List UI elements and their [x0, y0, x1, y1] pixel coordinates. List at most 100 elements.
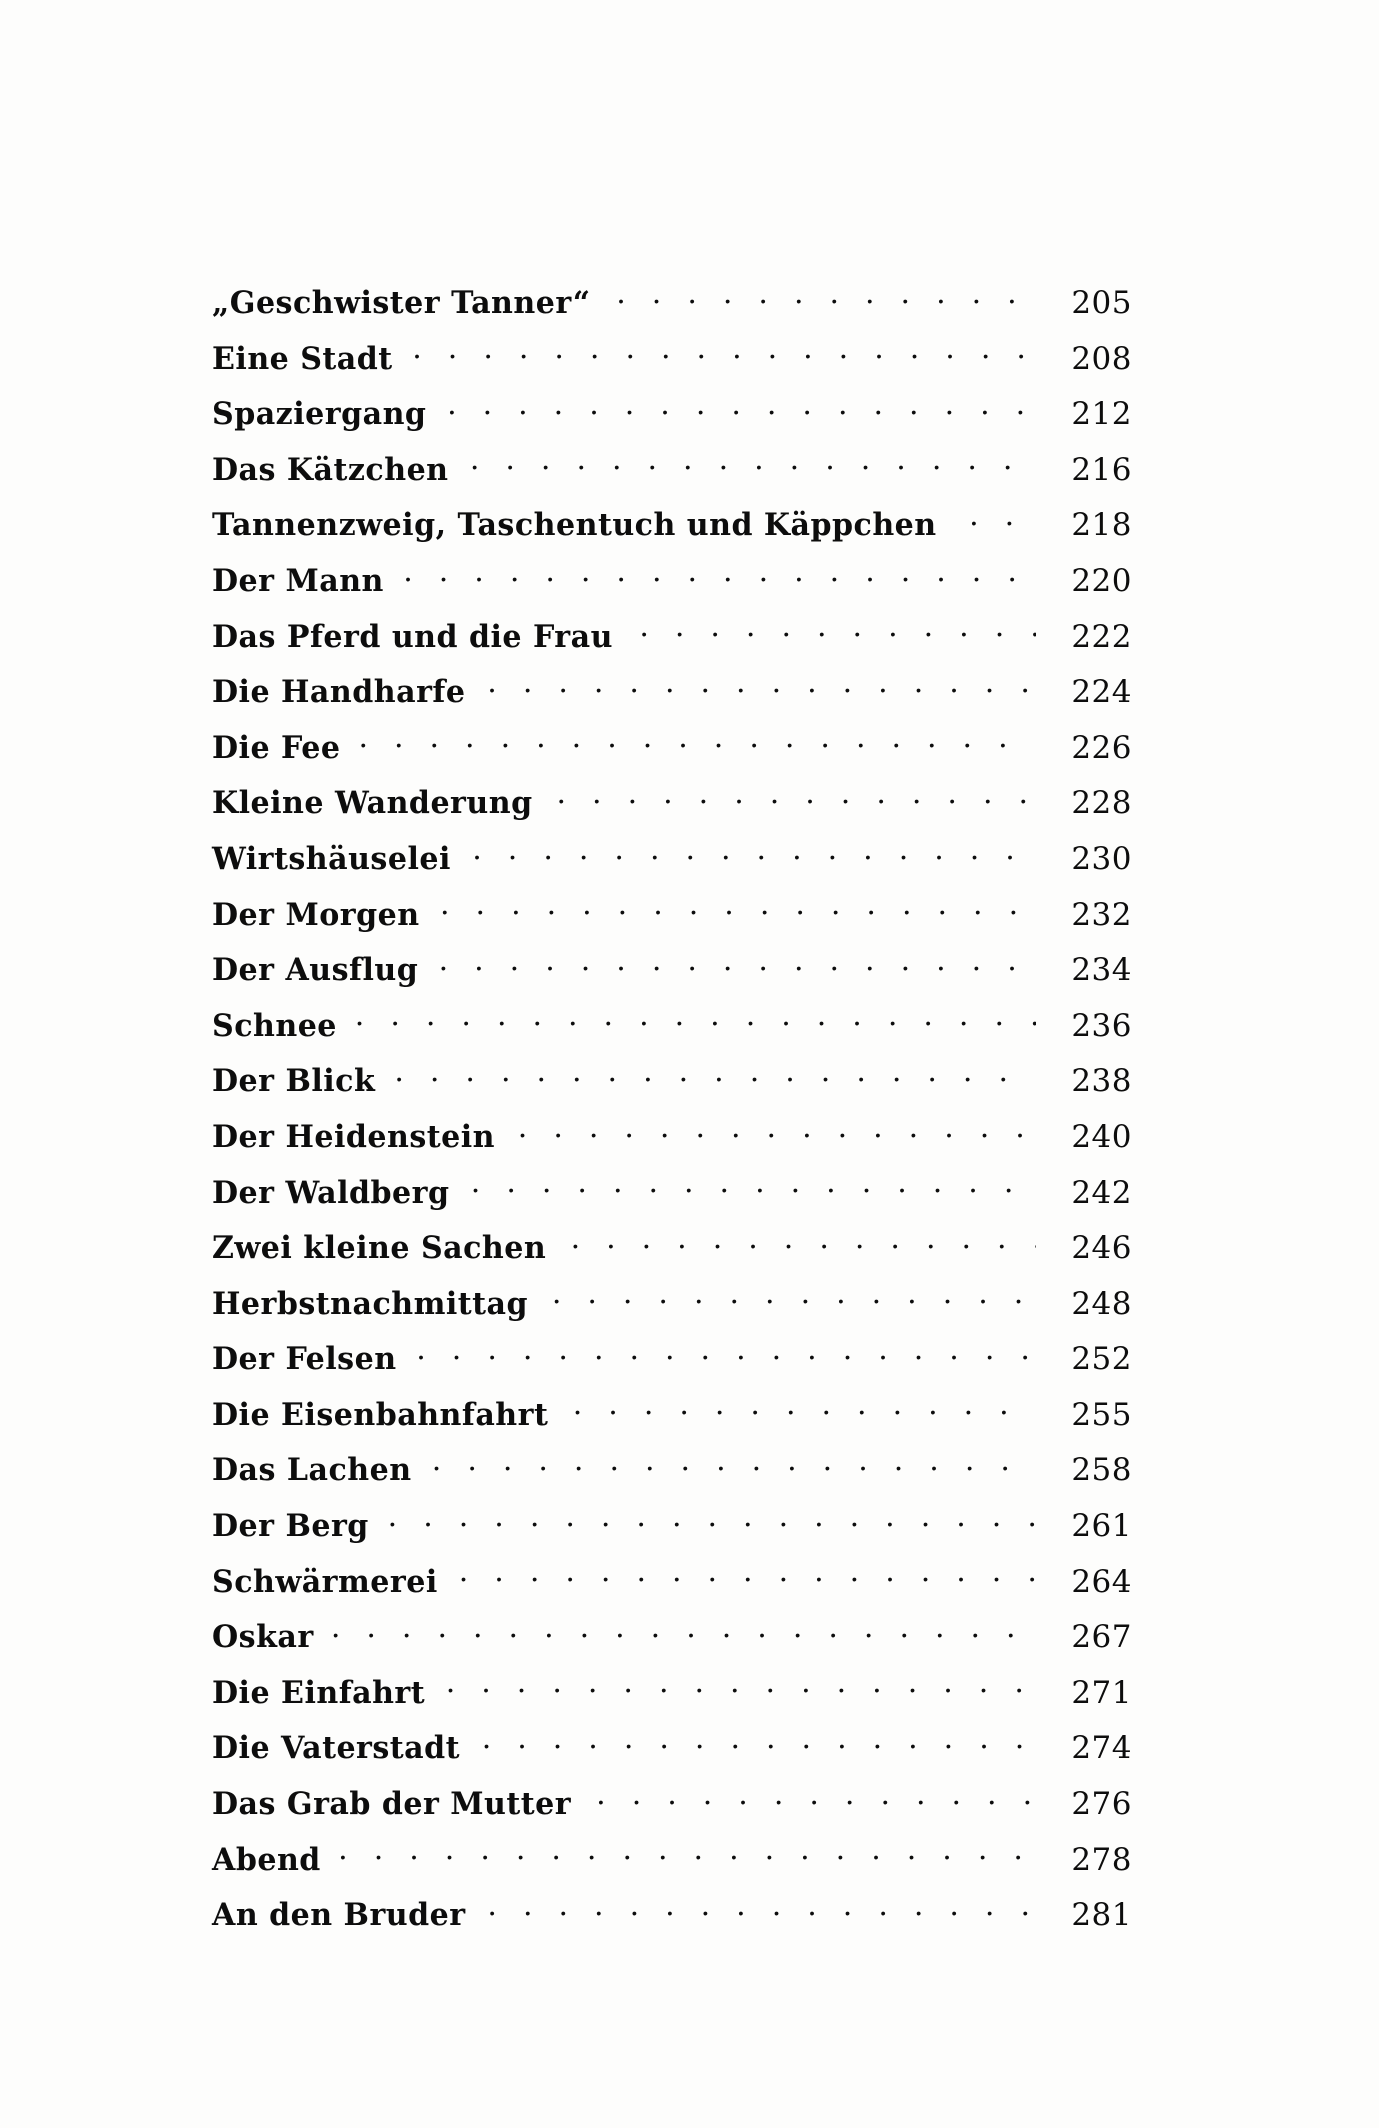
toc-entry-title: Der Berg [212, 1508, 369, 1545]
toc-entry-page-number: 258 [1071, 1452, 1132, 1489]
toc-entry-page-number: 246 [1071, 1230, 1132, 1267]
toc-entry-title: Die Handharfe [212, 674, 466, 711]
toc-entry-page-number: 281 [1071, 1897, 1132, 1934]
toc-entry[interactable]: Das Grab der Mutter 276 [212, 1786, 1132, 1842]
toc-entry[interactable]: Das Pferd und die Frau 222 [212, 619, 1132, 675]
toc-entry-title: Die Vaterstadt [212, 1730, 461, 1767]
toc-entry-page-number: 240 [1071, 1118, 1132, 1155]
dot-leader [440, 909, 1036, 925]
toc-entry[interactable]: Der Berg 261 [212, 1508, 1132, 1564]
dot-leader [639, 631, 1036, 647]
toc-entry-title: Der Heidenstein [212, 1118, 496, 1155]
toc-entry-page-number: 230 [1071, 840, 1132, 877]
toc-entry-title: Der Morgen [212, 896, 420, 933]
dot-leader [557, 797, 1036, 813]
toc-entry-page-number: 212 [1071, 396, 1132, 433]
toc-entry[interactable]: Die Handharfe 224 [212, 674, 1132, 730]
toc-entry-title: Oskar [212, 1619, 314, 1656]
toc-entry-page-number: 267 [1071, 1619, 1132, 1656]
dot-leader [338, 1854, 1036, 1870]
dot-leader [459, 1576, 1036, 1592]
toc-entry-page-number: 208 [1071, 340, 1132, 377]
dot-leader [573, 1409, 1036, 1425]
toc-entry-page-number: 216 [1071, 451, 1132, 488]
toc-entry[interactable]: Kleine Wanderung 228 [212, 785, 1132, 841]
toc-entry-page-number: 242 [1071, 1174, 1132, 1211]
toc-entry[interactable]: Schwärmerei 264 [212, 1564, 1132, 1620]
toc-entry[interactable]: Der Mann 220 [212, 563, 1132, 619]
toc-entry-title: Spaziergang [212, 396, 427, 433]
toc-entry-title: Schnee [212, 1007, 337, 1044]
toc-entry-title: Schwärmerei [212, 1563, 438, 1600]
toc-entry[interactable]: Die Eisenbahnfahrt 255 [212, 1397, 1132, 1453]
toc-entry-title: Wirtshäuselei [212, 840, 451, 877]
toc-entry-title: Der Ausflug [212, 952, 419, 989]
toc-entry[interactable]: Der Morgen 232 [212, 897, 1132, 953]
toc-entry-title: Die Einfahrt [212, 1674, 426, 1711]
table-of-contents-list: „Geschwister Tanner“ 205 Eine Stadt 208 Spaz… [212, 285, 1132, 1953]
dot-leader [416, 1353, 1036, 1369]
dot-leader [447, 408, 1036, 424]
dot-leader [596, 1798, 1036, 1814]
toc-entry[interactable]: Der Heidenstein 240 [212, 1119, 1132, 1175]
toc-entry[interactable]: Abend 278 [212, 1842, 1132, 1898]
toc-entry[interactable]: Die Einfahrt 271 [212, 1675, 1132, 1731]
toc-entry-page-number: 218 [1071, 507, 1132, 544]
dot-leader [355, 1020, 1036, 1036]
toc-entry[interactable]: An den Bruder 281 [212, 1897, 1132, 1953]
dot-leader [446, 1687, 1036, 1703]
toc-entry[interactable]: Zwei kleine Sachen 246 [212, 1230, 1132, 1286]
dot-leader [358, 742, 1036, 758]
toc-entry-page-number: 228 [1071, 785, 1132, 822]
dot-leader [394, 1075, 1036, 1091]
toc-entry-title: Die Fee [212, 729, 341, 766]
toc-entry-page-number: 274 [1071, 1730, 1132, 1767]
toc-entry[interactable]: Oskar 267 [212, 1619, 1132, 1675]
toc-entry-title: Das Kätzchen [212, 451, 449, 488]
toc-entry[interactable]: Die Vaterstadt 274 [212, 1730, 1132, 1786]
toc-entry[interactable]: Das Kätzchen 216 [212, 452, 1132, 508]
toc-entry-title: Das Grab der Mutter [212, 1786, 572, 1823]
dot-leader [403, 575, 1036, 591]
toc-entry[interactable]: Der Felsen 252 [212, 1341, 1132, 1397]
toc-entry[interactable]: Eine Stadt 208 [212, 341, 1132, 397]
toc-entry-page-number: 238 [1071, 1063, 1132, 1100]
toc-entry[interactable]: Wirtshäuselei 230 [212, 841, 1132, 897]
toc-entry-page-number: 278 [1071, 1841, 1132, 1878]
toc-entry-title: Das Pferd und die Frau [212, 618, 613, 655]
toc-entry-page-number: 236 [1071, 1007, 1132, 1044]
toc-entry-title: Eine Stadt [212, 340, 393, 377]
toc-entry-title: Die Eisenbahnfahrt [212, 1396, 549, 1433]
toc-entry-page-number: 234 [1071, 952, 1132, 989]
toc-entry-title: Herbstnachmittag [212, 1285, 529, 1322]
toc-entry[interactable]: Der Blick 238 [212, 1063, 1132, 1119]
toc-entry[interactable]: „Geschwister Tanner“ 205 [212, 285, 1132, 341]
dot-leader [412, 353, 1036, 369]
toc-entry[interactable]: Schnee 236 [212, 1008, 1132, 1064]
dot-leader [969, 519, 1038, 535]
toc-entry-title: Der Waldberg [212, 1174, 450, 1211]
dot-leader [470, 464, 1036, 480]
dot-leader [571, 1242, 1036, 1258]
toc-entry-title: Abend [212, 1841, 321, 1878]
toc-entry-title: An den Bruder [212, 1897, 466, 1934]
toc-entry[interactable]: Herbstnachmittag 248 [212, 1286, 1132, 1342]
toc-entry-page-number: 261 [1071, 1508, 1132, 1545]
toc-entry[interactable]: Der Waldberg 242 [212, 1175, 1132, 1231]
toc-entry-title: Der Felsen [212, 1341, 397, 1378]
toc-entry-page-number: 264 [1071, 1563, 1132, 1600]
toc-entry-title: Der Mann [212, 562, 384, 599]
toc-entry-page-number: 248 [1071, 1285, 1132, 1322]
dot-leader [487, 686, 1036, 702]
toc-entry[interactable]: Das Lachen 258 [212, 1452, 1132, 1508]
toc-entry-page-number: 226 [1071, 729, 1132, 766]
toc-entry[interactable]: Die Fee 226 [212, 730, 1132, 786]
dot-leader [331, 1631, 1036, 1647]
dot-leader [616, 297, 1036, 313]
toc-entry-title: Tannenzweig, Taschentuch und Käppchen [212, 507, 937, 544]
toc-entry[interactable]: Tannenzweig, Taschentuch und Käppchen 218 [212, 507, 1132, 563]
toc-entry[interactable]: Spaziergang 212 [212, 396, 1132, 452]
toc-entry[interactable]: Der Ausflug 234 [212, 952, 1132, 1008]
dot-leader [388, 1520, 1036, 1536]
